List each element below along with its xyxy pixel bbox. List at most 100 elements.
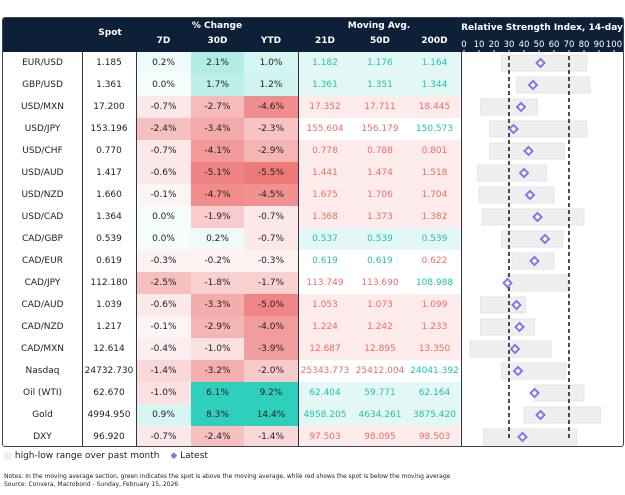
cell-ma21: 1.675 <box>298 184 352 206</box>
range-swatch-icon <box>4 451 12 460</box>
cell-d7: -0.7% <box>136 96 191 118</box>
rsi-range-bar <box>480 318 535 336</box>
cell-spot: 1.217 <box>96 322 122 332</box>
rsi-chart: 0 10 20 30 40 50 60 70 80 90 100 <box>461 40 622 446</box>
cell-ma50: 1.373 <box>352 206 408 228</box>
rsi-range-bar <box>523 406 601 424</box>
cell-ma50: 1.176 <box>352 52 408 74</box>
cell-d7: -1.4% <box>136 360 191 382</box>
divider <box>461 52 462 446</box>
cell-ma50: 1.474 <box>352 162 408 184</box>
cell-ytd: -0.7% <box>244 228 298 250</box>
rsi-tick-label: 60 <box>549 40 560 50</box>
cell-d7: -2.5% <box>136 272 191 294</box>
cell-ytd: -5.5% <box>244 162 298 184</box>
cell-name: Nasdaq <box>25 366 60 376</box>
cell-name: CAD/MXN <box>20 344 65 354</box>
cell-ma50: 0.539 <box>352 228 408 250</box>
cell-d30: -1.9% <box>191 206 244 228</box>
cell-ma21: 155.604 <box>298 118 352 140</box>
cell-ma50: 1.351 <box>352 74 408 96</box>
cell-spot: 1.364 <box>96 212 122 222</box>
cell-ma200: 1.233 <box>408 316 461 338</box>
header-200d: 200D <box>421 36 448 46</box>
cell-ma200: 108.988 <box>408 272 461 294</box>
rsi-latest-marker <box>509 343 521 355</box>
cell-ma50: 156.179 <box>352 118 408 140</box>
rsi-range-bar <box>477 164 547 182</box>
cell-ytd: -4.0% <box>244 316 298 338</box>
cell-spot: 1.039 <box>96 300 122 310</box>
cell-d7: -0.7% <box>136 140 191 162</box>
cell-d30: -3.2% <box>191 360 244 382</box>
cell-ma50: 1.242 <box>352 316 408 338</box>
cell-d7: -0.6% <box>136 162 191 184</box>
cell-d30: -4.7% <box>191 184 244 206</box>
rsi-range-bar <box>505 274 568 292</box>
cell-ma21: 25343.773 <box>298 360 352 382</box>
cell-name: USD/CAD <box>21 212 64 222</box>
divider <box>298 52 299 446</box>
table-row: USD/CHF 0.770 -0.7% -4.1% -2.9% 0.778 0.788 0.8… <box>3 140 461 162</box>
cell-ma200: 1.382 <box>408 206 461 228</box>
header-21d: 21D <box>315 36 335 46</box>
table-row: GBP/USD 1.361 0.0% 1.7% 1.2% 1.361 1.351 1.344 <box>3 74 461 96</box>
rsi-latest-marker <box>518 167 530 179</box>
source-text: Source: Convera, Macrobond - Sunday, Feb… <box>4 481 179 488</box>
rsi-tick-label: 20 <box>489 40 500 50</box>
cell-spot: 1.660 <box>96 190 122 200</box>
cell-ytd: -3.9% <box>244 338 298 360</box>
rsi-latest-marker <box>523 145 534 157</box>
cell-d7: -0.3% <box>136 250 191 272</box>
rsi-latest-marker <box>515 101 527 113</box>
rsi-latest-marker <box>529 387 540 399</box>
divider <box>82 52 83 446</box>
cell-d30: -3.4% <box>191 118 244 140</box>
cell-d30: -2.9% <box>191 316 244 338</box>
cell-ma21: 1.368 <box>298 206 352 228</box>
rsi-latest-marker <box>517 431 528 443</box>
cell-name: USD/AUD <box>21 168 64 178</box>
cell-name: CAD/NZD <box>21 322 64 332</box>
cell-name: Gold <box>32 410 53 420</box>
cell-d30: 1.7% <box>191 74 244 96</box>
cell-name: USD/MXN <box>21 102 64 112</box>
diamond-icon: ◆ <box>170 451 178 461</box>
cell-d30: -0.2% <box>191 250 244 272</box>
rsi-latest-marker <box>539 233 551 245</box>
rsi-latest-marker <box>511 299 522 311</box>
cell-ma50: 12.895 <box>352 338 408 360</box>
cell-d30: 0.2% <box>191 228 244 250</box>
cell-spot: 62.670 <box>93 388 125 398</box>
cell-ytd: -5.0% <box>244 294 298 316</box>
cell-d30: -5.1% <box>191 162 244 184</box>
table-row: USD/NZD 1.660 -0.1% -4.7% -4.5% 1.675 1.706 1.7… <box>3 184 461 206</box>
cell-spot: 17.200 <box>93 102 125 112</box>
table-row: Oil (WTI) 62.670 -1.0% 6.1% 9.2% 62.404 59.771… <box>3 382 461 404</box>
cell-ma21: 12.687 <box>298 338 352 360</box>
cell-d30: 2.1% <box>191 52 244 74</box>
rsi-latest-marker <box>524 189 536 201</box>
cell-ma21: 62.404 <box>298 382 352 404</box>
cell-spot: 0.539 <box>96 234 122 244</box>
cell-ma50: 0.619 <box>352 250 408 272</box>
cell-name: EUR/USD <box>22 58 63 68</box>
cell-ma50: 1.706 <box>352 184 408 206</box>
table-header: Spot % Change 7D 30D YTD Moving Avg. 21D… <box>3 18 623 52</box>
cell-d7: 0.2% <box>136 52 191 74</box>
cell-d7: -0.1% <box>136 184 191 206</box>
cell-ma200: 0.622 <box>408 250 461 272</box>
cell-ytd: 14.4% <box>244 404 298 426</box>
cell-ma200: 24041.392 <box>408 360 461 382</box>
cell-ma200: 1.518 <box>408 162 461 184</box>
cell-spot: 1.185 <box>96 58 122 68</box>
cell-ma200: 1.099 <box>408 294 461 316</box>
cell-ma21: 17.352 <box>298 96 352 118</box>
cell-name: CAD/AUD <box>21 300 64 310</box>
header-moving-avg: Moving Avg. <box>347 21 411 31</box>
rsi-latest-marker <box>529 255 540 267</box>
cell-name: USD/CHF <box>22 146 63 156</box>
cell-ma200: 1.704 <box>408 184 461 206</box>
cell-d30: -1.8% <box>191 272 244 294</box>
cell-ma200: 62.164 <box>408 382 461 404</box>
